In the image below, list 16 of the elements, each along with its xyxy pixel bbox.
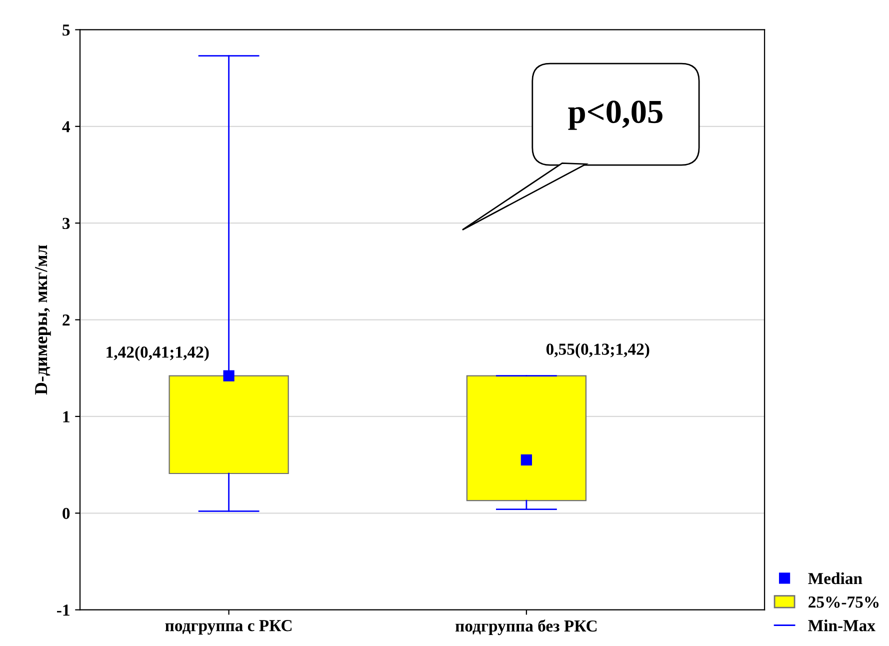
text: Median [808, 572, 862, 584]
annotation: 0,55(0,13;1,42) [546, 343, 650, 358]
legend-label: 25%-75% [808, 596, 879, 608]
y-tick-label: 1 [63, 411, 70, 422]
y-tick-label: 5 [62, 24, 70, 36]
y-tick-label: 0 [62, 508, 70, 520]
annotation: 1,42(0,41;1,42) [106, 346, 209, 362]
annotation: p<0,05 [568, 100, 662, 130]
y-tick-label: 4 [62, 121, 70, 132]
x-tick-label: подгруппа с РКС [165, 620, 292, 635]
y-axis-title: D-димеры, мкг/мл [35, 245, 51, 395]
y-tick-label: 2 [62, 314, 70, 326]
y-tick-label: -1 [57, 604, 70, 616]
y-tick-label: 3 [62, 218, 70, 230]
x-tick-label: подгруппа без РКС [455, 620, 597, 636]
text: Min-Max [808, 620, 876, 632]
